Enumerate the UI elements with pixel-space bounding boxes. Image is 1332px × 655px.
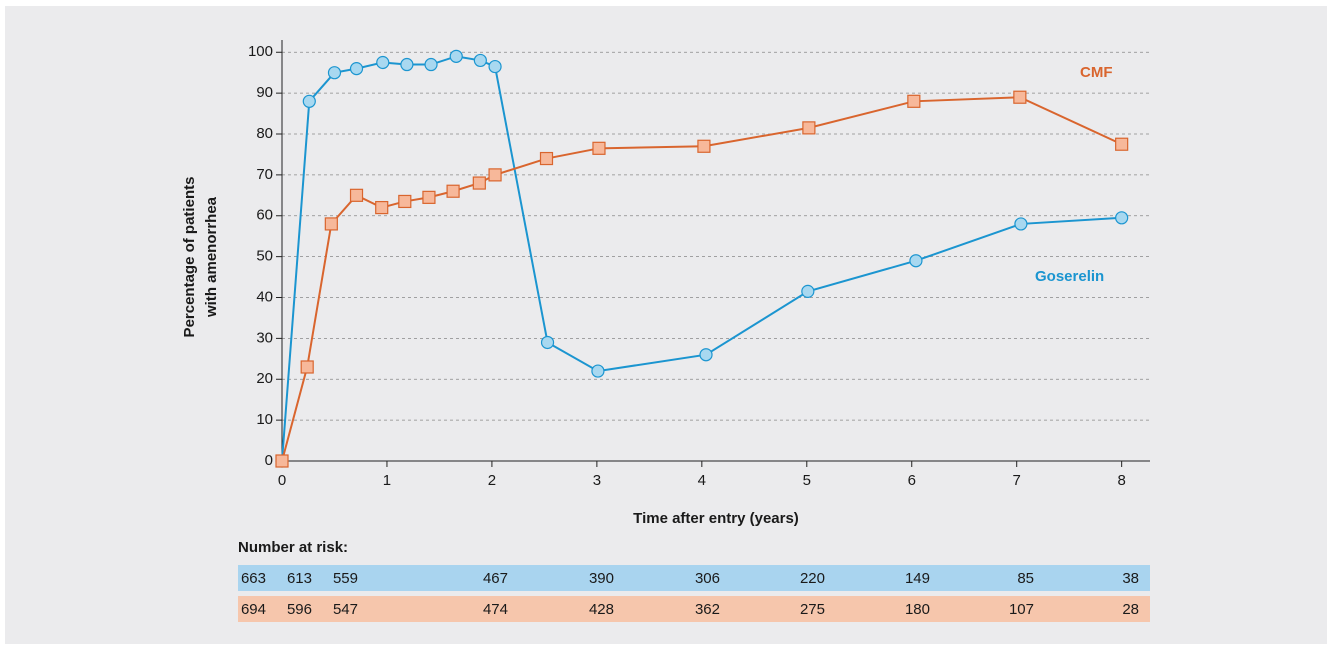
marker: [300, 360, 314, 374]
marker: [909, 254, 923, 268]
y-tick-label: 90: [256, 84, 273, 101]
marker: [699, 348, 713, 362]
risk-cell: 596: [287, 601, 312, 618]
marker: [422, 190, 436, 204]
marker: [349, 62, 364, 76]
marker: [376, 55, 390, 70]
x-tick-label: 5: [803, 472, 811, 489]
marker: [302, 94, 316, 108]
risk-cell: 180: [905, 601, 930, 618]
risk-cell: 428: [589, 601, 614, 618]
risk-cell: 559: [333, 570, 358, 587]
risk-cell: 547: [333, 601, 358, 618]
x-tick-label: 8: [1117, 472, 1125, 489]
y-tick-label: 40: [256, 288, 273, 305]
marker: [539, 151, 554, 166]
marker: [802, 121, 816, 135]
risk-cell: 467: [483, 570, 508, 587]
marker: [324, 217, 338, 231]
marker: [907, 94, 921, 108]
series-label: CMF: [1080, 64, 1113, 81]
y-tick-label: 100: [248, 43, 273, 60]
risk-row: [238, 565, 1150, 591]
marker: [488, 168, 502, 182]
risk-cell: 613: [287, 570, 312, 587]
marker: [424, 57, 438, 72]
y-tick-label: 0: [265, 452, 273, 469]
marker: [697, 139, 711, 153]
marker: [592, 141, 606, 155]
x-tick-label: 0: [278, 472, 286, 489]
marker: [540, 335, 555, 350]
x-tick-label: 4: [698, 472, 706, 489]
risk-cell: 694: [241, 601, 266, 618]
marker: [349, 188, 364, 202]
y-axis-label: Percentage of patients: [181, 177, 198, 338]
marker: [375, 200, 389, 215]
risk-cell: 390: [589, 570, 614, 587]
risk-cell: 85: [1017, 570, 1034, 587]
risk-cell: 474: [483, 601, 508, 618]
risk-cell: 362: [695, 601, 720, 618]
x-tick-label: 7: [1013, 472, 1021, 489]
marker: [398, 194, 412, 209]
x-tick-label: 3: [593, 472, 601, 489]
marker: [400, 57, 414, 72]
y-axis-label: with amenorrhea: [203, 196, 220, 318]
marker: [327, 66, 342, 80]
x-tick-label: 6: [908, 472, 916, 489]
risk-cell: 28: [1122, 601, 1139, 618]
marker: [473, 53, 487, 68]
y-tick-label: 70: [256, 166, 273, 183]
risk-cell: 220: [800, 570, 825, 587]
marker: [446, 184, 460, 198]
marker: [488, 59, 502, 74]
risk-cell: 107: [1009, 601, 1034, 618]
x-tick-label: 2: [488, 472, 496, 489]
marker: [472, 176, 486, 190]
marker: [1115, 211, 1129, 225]
y-tick-label: 60: [256, 207, 273, 224]
x-axis-label: Time after entry (years): [633, 510, 799, 527]
risk-cell: 38: [1122, 570, 1139, 587]
risk-cell: 306: [695, 570, 720, 587]
risk-cell: 663: [241, 570, 266, 587]
y-tick-label: 50: [256, 248, 273, 265]
marker: [1014, 217, 1028, 231]
series-label: Goserelin: [1035, 268, 1104, 285]
risk-title: Number at risk:: [238, 539, 348, 556]
y-tick-label: 10: [256, 411, 273, 428]
x-tick-label: 1: [383, 472, 391, 489]
y-tick-label: 20: [256, 370, 273, 387]
marker: [1115, 137, 1129, 151]
risk-cell: 149: [905, 570, 930, 587]
y-tick-label: 30: [256, 329, 273, 346]
marker: [591, 364, 605, 378]
marker: [275, 454, 289, 468]
y-tick-label: 80: [256, 125, 273, 142]
marker: [449, 49, 463, 63]
risk-row: [238, 596, 1150, 622]
panel: [5, 6, 1327, 644]
marker: [801, 284, 815, 298]
risk-cell: 275: [800, 601, 825, 618]
marker: [1013, 90, 1027, 104]
